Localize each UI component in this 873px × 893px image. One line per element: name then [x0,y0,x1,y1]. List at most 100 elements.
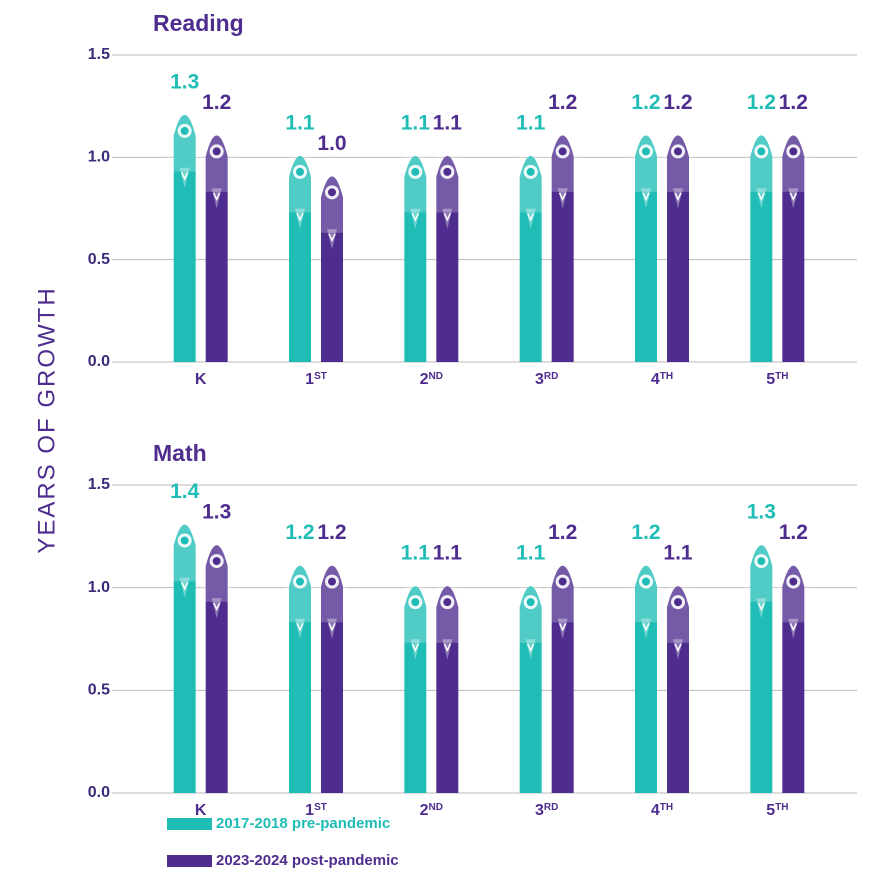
y-tick-label: 0.0 [88,353,110,370]
bar [436,155,459,362]
rocket-chevron [212,192,221,202]
value-label: 1.2 [548,521,577,544]
rocket-chevron [674,643,682,653]
rocket [167,505,202,598]
value-label: 1.2 [631,91,660,114]
rocket [661,116,695,209]
rocket-chevron [443,212,452,222]
bar [289,565,311,793]
rocket-chevron [789,622,798,632]
x-tick-label: 4TH [651,371,673,389]
value-label: 1.1 [516,542,546,565]
rocket [744,116,779,209]
rocket-window-inner [212,557,221,566]
x-tick-label: 5TH [766,802,788,820]
bar [205,135,228,362]
rocket [545,546,580,639]
value-label: 1.1 [401,111,431,134]
rocket-chevron [674,192,682,202]
rocket-window-inner [296,167,304,176]
x-tick-label: 3RD [535,802,558,820]
rocket [776,116,811,209]
bar [782,565,805,793]
rocket-chevron [642,622,650,632]
value-label: 1.2 [779,91,808,114]
rocket [744,526,779,619]
rocket-chevron [526,643,535,653]
value-label: 1.2 [631,521,660,544]
rocket [513,136,548,229]
rocket-window-inner [642,577,650,586]
value-label: 1.2 [747,91,776,114]
rocket [398,567,433,660]
rocket-chevron [558,622,567,632]
chart-title: Reading [153,10,244,36]
x-tick-label: K [195,371,207,388]
bar [750,545,773,793]
value-label: 1.2 [663,91,692,114]
rocket-window-inner [443,167,452,176]
rocket-chevron [757,192,766,202]
rocket-chevron [411,212,420,222]
rocket-window-inner [674,598,682,607]
x-tick-label: 1ST [305,371,327,389]
y-tick-label: 1.5 [88,46,110,63]
rocket-window-inner [642,147,650,156]
value-label: 1.3 [170,70,199,93]
rocket-window-inner [558,577,567,586]
bar [519,155,542,362]
bar [551,565,574,793]
value-label: 1.3 [747,501,776,524]
rocket-chevron [789,192,798,202]
legend-label: 2017-2018 pre-pandemic [216,815,390,832]
bar [404,586,427,793]
rocket [199,116,234,209]
value-label: 1.1 [433,111,463,134]
rocket [776,546,811,639]
rocket-chevron [180,172,189,181]
rocket [513,567,548,660]
value-label: 1.1 [401,542,431,565]
value-label: 1.2 [317,521,346,544]
rocket-window-inner [558,147,567,156]
x-tick-label: 2ND [420,371,443,389]
bar [635,565,657,793]
rocket [661,567,695,660]
rocket-window-inner [674,147,682,156]
rocket-window-inner [296,577,304,586]
chart-title: Math [153,440,207,466]
value-label: 1.3 [202,501,231,524]
bar [667,586,689,793]
value-label: 1.1 [516,111,546,134]
value-label: 1.0 [317,132,346,155]
x-tick-label: 4TH [651,802,673,820]
value-label: 1.2 [779,521,808,544]
y-axis-label: YEARS OF GROWTH [33,286,60,553]
x-tick-label: 3RD [535,371,558,389]
rocket [199,526,234,619]
rocket-window-inner [526,598,535,607]
rocket-window-inner [789,577,798,586]
legend-swatch [167,818,212,830]
rocket-chevron [180,581,189,591]
bar [321,176,343,362]
rocket-window-inner [526,167,535,176]
value-label: 1.2 [285,521,314,544]
bar [667,135,689,362]
rocket-chevron [296,212,304,222]
rocket-window-inner [443,598,452,607]
x-tick-label: K [195,802,207,819]
bar [551,135,574,362]
bar [173,524,196,793]
x-tick-label: 5TH [766,371,788,389]
rocket-chevron [212,602,221,612]
legend-swatch [167,855,212,867]
x-tick-label: 1ST [305,802,327,820]
rocket-window-inner [757,147,766,156]
value-label: 1.1 [663,542,693,565]
rocket [629,116,663,209]
rocket [315,157,349,250]
value-label: 1.2 [202,91,231,114]
bar [205,545,228,793]
value-label: 1.1 [433,542,463,565]
